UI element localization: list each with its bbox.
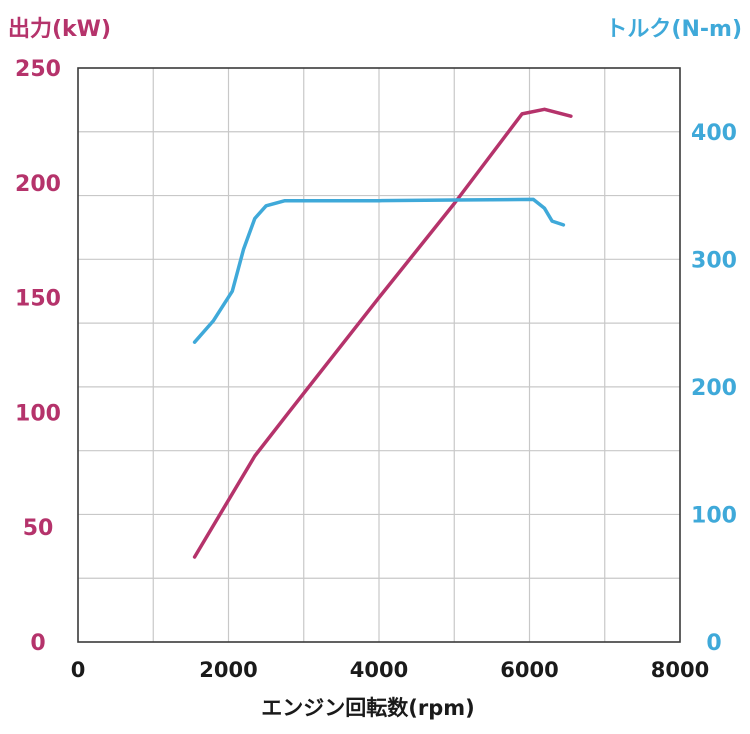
y-right-tick-label: 100 <box>691 503 737 528</box>
plot-frame <box>77 67 681 643</box>
y-left-tick-label: 200 <box>15 172 61 197</box>
x-tick-label: 4000 <box>350 658 408 682</box>
y-right-tick-label: 200 <box>691 376 737 401</box>
x-tick-label: 0 <box>71 658 86 682</box>
axes <box>77 67 681 643</box>
series <box>192 107 573 559</box>
y-right-axis-title: トルク(N-m) <box>605 17 742 42</box>
y-left-axis-title: 出力(kW) <box>8 17 111 42</box>
x-tick-label: 8000 <box>651 658 709 682</box>
y-left-tick-label: 0 <box>30 631 45 656</box>
x-tick-label: 2000 <box>199 658 257 682</box>
y-left-tick-label: 50 <box>23 516 54 541</box>
y-right-tick-label: 300 <box>691 248 737 273</box>
x-axis-title: エンジン回転数(rpm) <box>261 696 474 720</box>
y-left-tick-label: 100 <box>15 401 61 426</box>
x-tick-label: 6000 <box>500 658 558 682</box>
tick-labels: 0 2000 4000 6000 800005010015020025001002003… <box>15 57 737 682</box>
grid <box>78 68 680 642</box>
y-left-tick-label: 250 <box>15 57 61 82</box>
power-line <box>192 107 573 559</box>
y-right-tick-label: 0 <box>706 631 721 656</box>
y-right-tick-label: 400 <box>691 121 737 146</box>
torque-line <box>192 197 566 344</box>
y-left-tick-label: 150 <box>15 287 61 312</box>
